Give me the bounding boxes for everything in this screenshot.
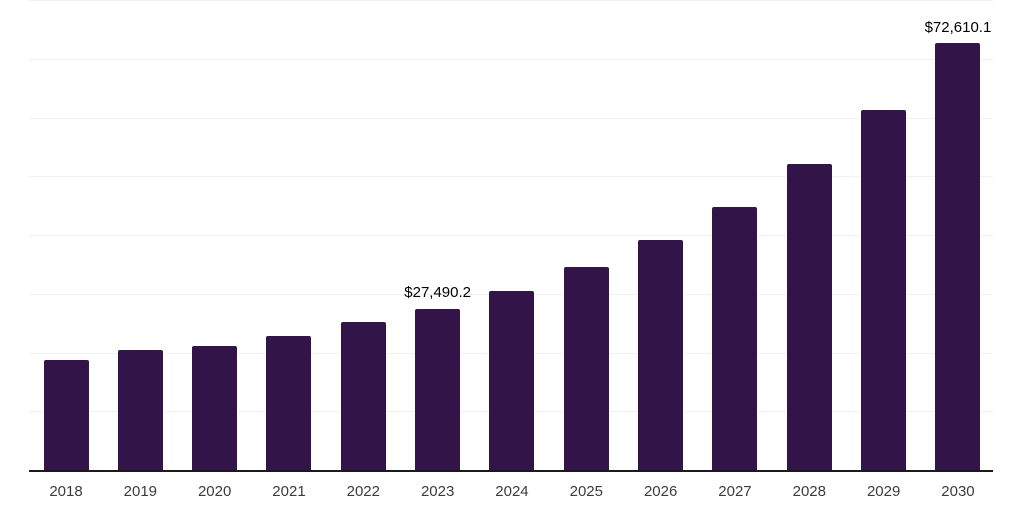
- bar-2024: [489, 290, 535, 470]
- x-tick-label-2027: 2027: [718, 483, 752, 500]
- bar-2029: [861, 109, 907, 470]
- gridline: [29, 176, 993, 178]
- x-tick-label-2023: 2023: [420, 483, 455, 500]
- x-tick-label-2022: 2022: [346, 483, 380, 500]
- bar-2026: [638, 240, 684, 470]
- x-tick-label-2019: 2019: [123, 483, 158, 500]
- bar-2027: [712, 206, 758, 470]
- bar-2019: [117, 350, 163, 470]
- bar-2023: [415, 308, 461, 470]
- bar-value-label-2030: $72,610.1: [924, 19, 992, 37]
- bar-2020: [192, 346, 238, 470]
- bar-2025: [563, 267, 609, 470]
- gridline: [29, 0, 993, 1]
- bar-2018: [43, 360, 89, 470]
- bar-2022: [340, 322, 386, 470]
- gridline: [29, 58, 993, 60]
- bar-value-label-2023: $27,490.2: [404, 284, 472, 302]
- bar-2028: [786, 163, 832, 470]
- bar-2030: [935, 43, 981, 470]
- x-tick-label-2021: 2021: [272, 483, 306, 500]
- x-tick-label-2024: 2024: [495, 483, 529, 500]
- gridline: [29, 117, 993, 119]
- x-tick-label-2028: 2028: [792, 483, 826, 500]
- plot-area: 2018 2019 2020 2021 2022 $27,490.2 2023 2024 202…: [29, 0, 993, 500]
- x-tick-label-2025: 2025: [569, 483, 603, 500]
- x-tick-label-2030: 2030: [941, 483, 975, 500]
- x-tick-label-2026: 2026: [643, 483, 678, 500]
- x-tick-label-2029: 2029: [866, 483, 901, 500]
- bar-2021: [266, 336, 312, 470]
- gridline: [29, 235, 993, 236]
- x-tick-label-2020: 2020: [197, 483, 232, 500]
- x-tick-label-2018: 2018: [49, 483, 83, 500]
